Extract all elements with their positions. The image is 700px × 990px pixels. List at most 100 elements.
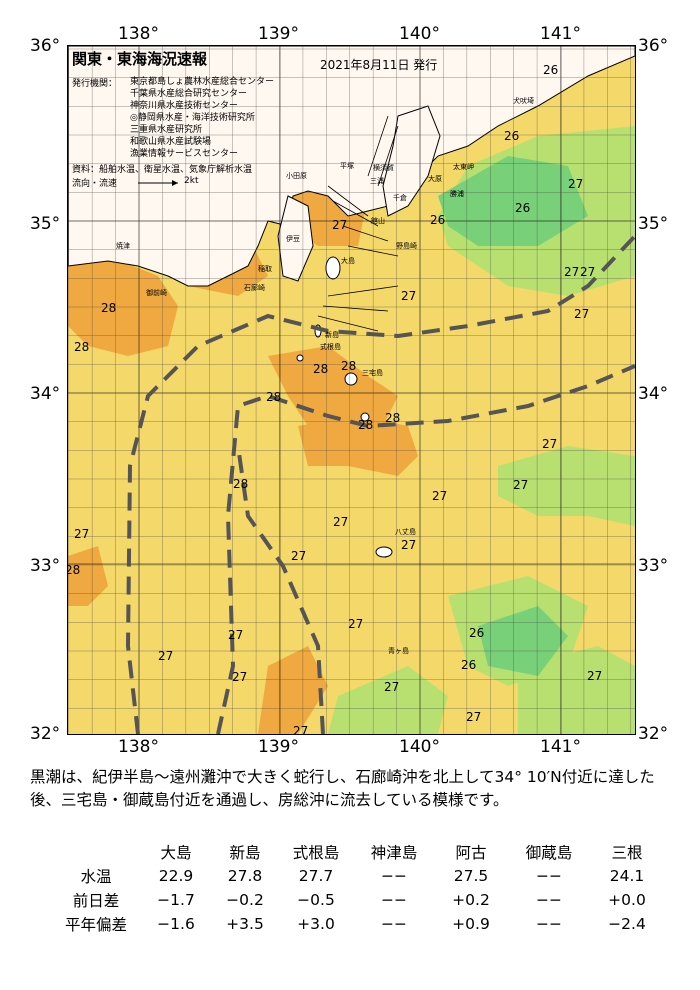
temp-label: 27 [228,628,244,642]
table-cell: +0.9 [452,915,490,933]
temp-label: 27 [348,617,364,631]
lon-label-141-bottom: 141° [540,737,581,757]
temp-label: 27 [568,177,584,191]
flow-legend-scale: 2kt [184,176,199,186]
lon-label-141-top: 141° [540,24,581,44]
table-row: 平年偏差 −1.6 +3.5 +3.0 −− +0.9 −− −2.4 [50,912,662,936]
table-cell: 27.7 [298,867,334,885]
map-title: 関東・東海海況速報 [72,50,208,68]
place-oshima: 大島 [341,257,355,265]
table-header-row: 大島 新島 式根島 神津島 阿古 御蔵島 三根 [50,840,662,864]
place-aogashima: 青ヶ島 [388,647,409,655]
sea-temperature-map: 関東・東海海況速報 2021年8月11日 発行 発行機関： 東京都島しょ農林水産… [67,45,636,735]
data-source: 資料：船舶水温、衛星水温、気象庁解析水温 [72,165,253,175]
place-irozaki: 石廊崎 [244,284,265,292]
temp-label: 27 [401,538,417,552]
warm-area-south [258,646,328,734]
place-chikura: 千倉 [393,194,407,202]
table-cell: −0.5 [297,891,335,909]
agency-item: ◎静岡県水産・海洋技術研究所 [130,113,255,123]
temp-label: 26 [515,201,531,215]
cool-area-south-2 [328,666,448,734]
cool-area-east-2 [498,446,635,526]
temp-label: 28 [266,390,282,404]
lat-label-33-right: 33° [638,556,669,576]
row-label: 平年偏差 [64,916,127,934]
place-miura: 三浦 [370,177,384,185]
agency-item: 神奈川県水産技術センター [130,101,239,111]
temp-label: 28 [358,418,374,432]
table-cell: −− [381,915,407,933]
kuroshio-axis-inner [216,364,635,734]
place-katsuura: 勝浦 [450,190,464,198]
table-cell: −− [536,867,562,885]
flow-arrows [317,115,399,332]
row-label: 前日差 [72,892,120,910]
lat-label-32-right: 32° [638,724,669,744]
lat-label-35-left: 35° [30,214,61,234]
column-header-oshima: 大島 [160,844,192,862]
temp-label: 27 [332,218,348,232]
flow-legend-label: 流向・流速 [72,179,118,189]
place-izu: 伊豆 [286,235,300,243]
temp-label: 28 [74,340,90,354]
table-cell: 27.5 [453,867,489,885]
warm-area-kuroshio-2 [298,416,418,476]
column-header-mikurajima: 御蔵島 [525,844,573,862]
table-cell: −1.6 [157,915,195,933]
warm-area-west [68,256,178,356]
table-row: 水温 22.9 27.8 27.7 −− 27.5 −− 24.1 [50,864,662,888]
temp-label: 26 [430,213,446,227]
column-header-ako: 阿古 [455,844,487,862]
lon-label-140-bottom: 140° [399,737,440,757]
temp-label: 27 [587,669,603,683]
agency-item: 東京都島しょ農林水産総合センター [130,77,275,87]
temp-label: 27 [466,710,482,724]
temp-label: 26 [469,626,485,640]
fine-grid [68,46,635,734]
temp-label: 27 [580,265,596,279]
land-izu-peninsula [277,195,314,282]
place-hiratsuka: 平塚 [340,162,354,170]
place-yokosuka: 横須賀 [373,164,394,172]
island-hachijojima [375,546,393,558]
issue-date: 2021年8月11日 発行 [320,58,438,72]
place-hachijojima: 八丈島 [395,528,416,536]
island-temperature-table: 大島 新島 式根島 神津島 阿古 御蔵島 三根 水温 22.9 27.8 27.… [50,840,662,936]
place-niijima: 新島 [325,331,339,339]
lat-label-36-right: 36° [638,36,669,56]
table-cell: −− [381,867,407,885]
table-row: 前日差 −1.7 −0.2 −0.5 −− +0.2 −− +0.0 [50,888,662,912]
lat-label-33-left: 33° [30,556,61,576]
island-kozushima [296,354,304,362]
island-mikurajima [360,412,370,422]
island-oshima [325,256,341,280]
temp-label: 28 [341,359,357,373]
column-header-kozushima: 神津島 [370,844,418,862]
agency-list: 東京都島しょ農林水産総合センター 千葉県水産総合研究センター 神奈川県水産技術セ… [130,76,274,160]
table-cell: −− [536,915,562,933]
place-taitomisaki: 太東岬 [453,163,474,171]
temp-label: 27 [401,289,417,303]
place-odawara: 小田原 [286,172,307,180]
temp-label: 27 [293,724,309,735]
temp-label: 26 [461,658,477,672]
warm-area-southwest [68,546,108,606]
temp-label: 28 [313,362,329,376]
temp-label: 28 [68,563,81,577]
temp-label: 27 [384,680,400,694]
temp-label: 27 [574,307,590,321]
lat-label-36-left: 36° [30,36,61,56]
map-canvas [68,46,635,734]
table-cell: +3.5 [226,915,264,933]
column-header-shikinejima: 式根島 [292,844,340,862]
place-inatori: 稲取 [258,265,272,273]
temp-label: 28 [385,411,401,425]
place-shikinejima: 式根島 [320,343,341,351]
temp-label: 27 [232,670,248,684]
lon-label-139-bottom: 139° [258,737,299,757]
temp-label: 27 [158,649,174,663]
lon-label-138-top: 138° [118,24,159,44]
agency-item: 千葉県水産総合研究センター [130,89,248,99]
temp-label: 28 [233,477,249,491]
